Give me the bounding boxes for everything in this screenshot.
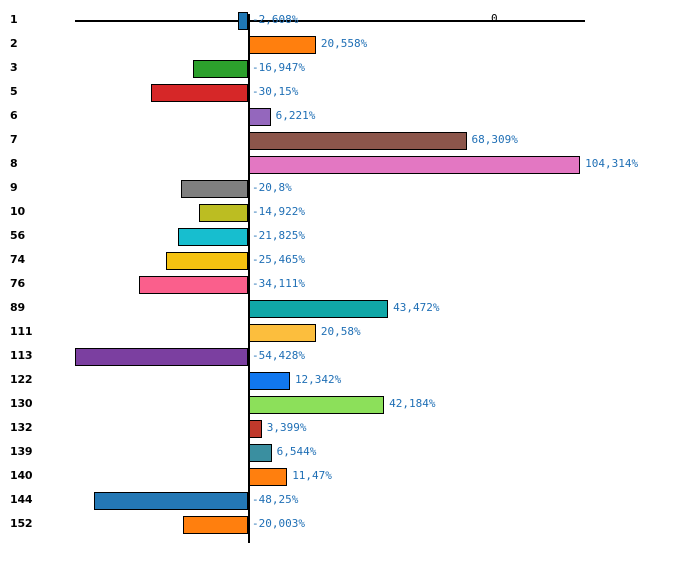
bar[interactable] xyxy=(249,108,271,126)
value-label: 104,314% xyxy=(585,157,639,170)
bar-row[interactable]: 76 -34,111% xyxy=(0,273,700,297)
bar[interactable] xyxy=(249,444,272,462)
value-label: 6,544% xyxy=(276,445,317,458)
bar-row[interactable]: 152 -20,003% xyxy=(0,513,700,537)
category-label: 152 xyxy=(10,517,33,530)
bar[interactable] xyxy=(199,204,249,222)
bar-row[interactable]: 139 6,544% xyxy=(0,441,700,465)
bar-row[interactable]: 74 -25,465% xyxy=(0,249,700,273)
bar-row[interactable]: 1 -2,608% xyxy=(0,9,700,33)
bar[interactable] xyxy=(183,516,249,534)
bar[interactable] xyxy=(249,156,581,174)
bar[interactable] xyxy=(249,372,290,390)
bar-row[interactable]: 122 12,342% xyxy=(0,369,700,393)
bar-row[interactable]: 144 -48,25% xyxy=(0,489,700,513)
category-label: 2 xyxy=(10,37,18,50)
bar-row[interactable]: 56 -21,825% xyxy=(0,225,700,249)
value-label: 11,47% xyxy=(292,469,332,482)
bar[interactable] xyxy=(177,228,249,246)
value-label: 12,342% xyxy=(294,373,342,386)
value-label: 20,58% xyxy=(320,325,361,338)
bar[interactable] xyxy=(193,60,249,78)
value-label: -30,15% xyxy=(252,85,299,98)
value-label: 42,184% xyxy=(389,397,436,410)
value-label: -14,922% xyxy=(252,205,305,218)
category-label: 132 xyxy=(10,421,33,434)
value-label: 43,472% xyxy=(393,301,440,314)
bar[interactable] xyxy=(249,300,389,318)
category-label: 113 xyxy=(10,349,33,362)
bar[interactable] xyxy=(249,468,288,486)
category-label: 3 xyxy=(10,61,18,74)
category-label: 1 xyxy=(10,13,18,26)
zero-axis-line: 0 xyxy=(248,12,498,543)
value-label: -2,608% xyxy=(252,13,299,26)
value-label: -20,8% xyxy=(252,181,292,194)
bar-row[interactable]: 3 -16,947% xyxy=(0,57,700,81)
value-label: -21,825% xyxy=(252,229,305,242)
bar[interactable] xyxy=(249,132,467,150)
bar[interactable] xyxy=(180,180,249,198)
category-label: 122 xyxy=(10,373,33,386)
bar-row[interactable]: 6 6,221% xyxy=(0,105,700,129)
value-label: 3,399% xyxy=(266,421,307,434)
bar[interactable] xyxy=(138,276,249,294)
category-label: 74 xyxy=(10,253,25,266)
bar-row[interactable]: 140 11,47% xyxy=(0,465,700,489)
bar[interactable] xyxy=(249,420,262,438)
category-label: 7 xyxy=(10,133,18,146)
zero-axis-label: 0 xyxy=(491,12,498,25)
category-label: 89 xyxy=(10,301,25,314)
bar-row[interactable]: 8 104,314% xyxy=(0,153,700,177)
value-label: 68,309% xyxy=(471,133,518,146)
value-label: -16,947% xyxy=(252,61,305,74)
bar-row[interactable]: 113 -54,428% xyxy=(0,345,700,369)
category-label: 6 xyxy=(10,109,18,122)
category-label: 8 xyxy=(10,157,18,170)
category-label: 76 xyxy=(10,277,25,290)
bar-row[interactable]: 130 42,184% xyxy=(0,393,700,417)
category-label: 144 xyxy=(10,493,33,506)
value-label: -25,465% xyxy=(252,253,305,266)
bar-row[interactable]: 132 3,399% xyxy=(0,417,700,441)
value-label: -48,25% xyxy=(252,493,299,506)
bar-row[interactable]: 7 68,309% xyxy=(0,129,700,153)
category-label: 139 xyxy=(10,445,33,458)
category-label: 5 xyxy=(10,85,18,98)
bar[interactable] xyxy=(151,84,249,102)
category-label: 56 xyxy=(10,229,25,242)
bar[interactable] xyxy=(74,348,249,366)
category-label: 130 xyxy=(10,397,33,410)
value-label: -20,003% xyxy=(252,517,305,530)
category-label: 9 xyxy=(10,181,18,194)
bar[interactable] xyxy=(249,324,316,342)
category-label: 111 xyxy=(10,325,33,338)
bar[interactable] xyxy=(249,396,385,414)
bar[interactable] xyxy=(94,492,249,510)
bar[interactable] xyxy=(249,36,316,54)
bar-row[interactable]: 10 -14,922% xyxy=(0,201,700,225)
category-label: 10 xyxy=(10,205,25,218)
bar-row[interactable]: 5 -30,15% xyxy=(0,81,700,105)
top-axis-line xyxy=(75,20,585,22)
bar-row[interactable]: 2 20,558% xyxy=(0,33,700,57)
value-label: 6,221% xyxy=(275,109,316,122)
bar[interactable] xyxy=(238,12,249,30)
bar[interactable] xyxy=(166,252,249,270)
value-label: -34,111% xyxy=(252,277,305,290)
category-label: 140 xyxy=(10,469,33,482)
value-label: -54,428% xyxy=(252,349,305,362)
bar-row[interactable]: 111 20,58% xyxy=(0,321,700,345)
bar-row[interactable]: 89 43,472% xyxy=(0,297,700,321)
value-label: 20,558% xyxy=(320,37,368,50)
bar-row[interactable]: 9 -20,8% xyxy=(0,177,700,201)
